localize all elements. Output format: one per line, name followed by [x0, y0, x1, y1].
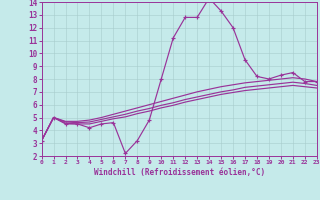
X-axis label: Windchill (Refroidissement éolien,°C): Windchill (Refroidissement éolien,°C) — [94, 168, 265, 177]
